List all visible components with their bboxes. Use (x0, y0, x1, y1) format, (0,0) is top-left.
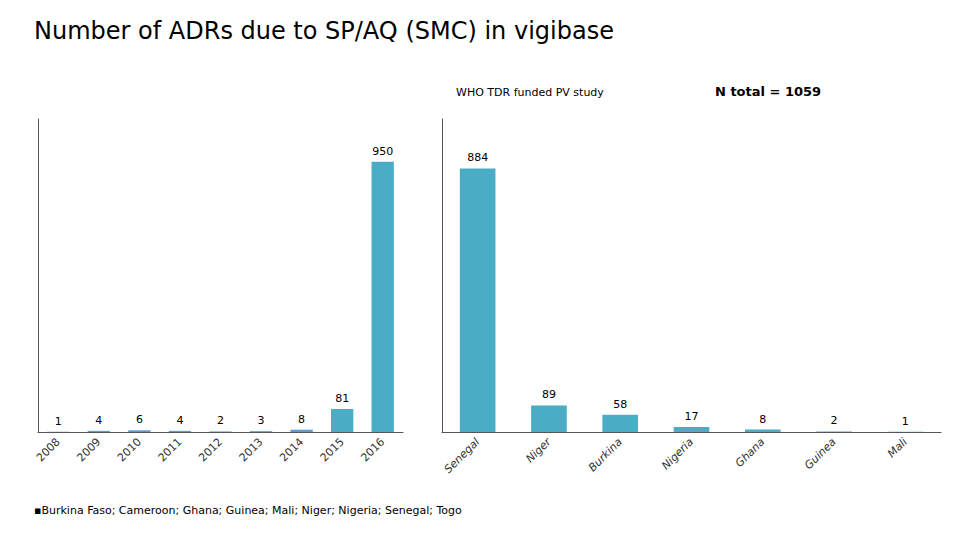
svg-text:81: 81 (335, 392, 349, 405)
svg-text:Nigeria: Nigeria (659, 435, 696, 472)
svg-text:2: 2 (831, 414, 838, 427)
svg-text:4: 4 (95, 414, 102, 427)
svg-text:950: 950 (372, 145, 393, 158)
svg-text:WHO TDR funded PV study: WHO TDR funded PV study (456, 86, 604, 99)
svg-text:17: 17 (685, 410, 699, 423)
svg-text:2009: 2009 (74, 435, 103, 464)
svg-text:2015: 2015 (318, 435, 347, 464)
svg-text:2008: 2008 (34, 435, 63, 464)
svg-text:Senegal: Senegal (442, 435, 482, 475)
svg-text:89: 89 (542, 388, 556, 401)
svg-text:884: 884 (467, 151, 488, 164)
svg-text:2010: 2010 (115, 435, 144, 464)
svg-text:Niger: Niger (523, 434, 554, 465)
svg-text:4: 4 (176, 414, 183, 427)
svg-text:1: 1 (902, 415, 909, 428)
svg-text:2014: 2014 (277, 435, 306, 464)
svg-text:Guinea: Guinea (802, 435, 839, 472)
svg-text:1: 1 (55, 415, 62, 428)
svg-text:2012: 2012 (196, 435, 225, 464)
svg-text:Ghana: Ghana (733, 435, 768, 470)
svg-text:Burkina: Burkina (586, 435, 625, 474)
svg-text:3: 3 (258, 414, 265, 427)
svg-text:N total = 1059: N total = 1059 (715, 84, 821, 99)
svg-text:6: 6 (136, 413, 143, 426)
svg-text:Number of ADRs due to SP/AQ (S: Number of ADRs due to SP/AQ (SMC) in vig… (34, 17, 614, 45)
svg-text:2016: 2016 (358, 435, 387, 464)
svg-text:2011: 2011 (156, 435, 185, 464)
svg-text:8: 8 (759, 413, 766, 426)
svg-text:2013: 2013 (237, 435, 266, 464)
svg-text:▪Burkina Faso; Cameroon; Ghana: ▪Burkina Faso; Cameroon; Ghana; Guinea; … (34, 504, 462, 517)
svg-text:8: 8 (298, 413, 305, 426)
svg-text:58: 58 (613, 398, 627, 411)
svg-text:Mali: Mali (885, 435, 910, 460)
svg-text:2: 2 (217, 414, 224, 427)
